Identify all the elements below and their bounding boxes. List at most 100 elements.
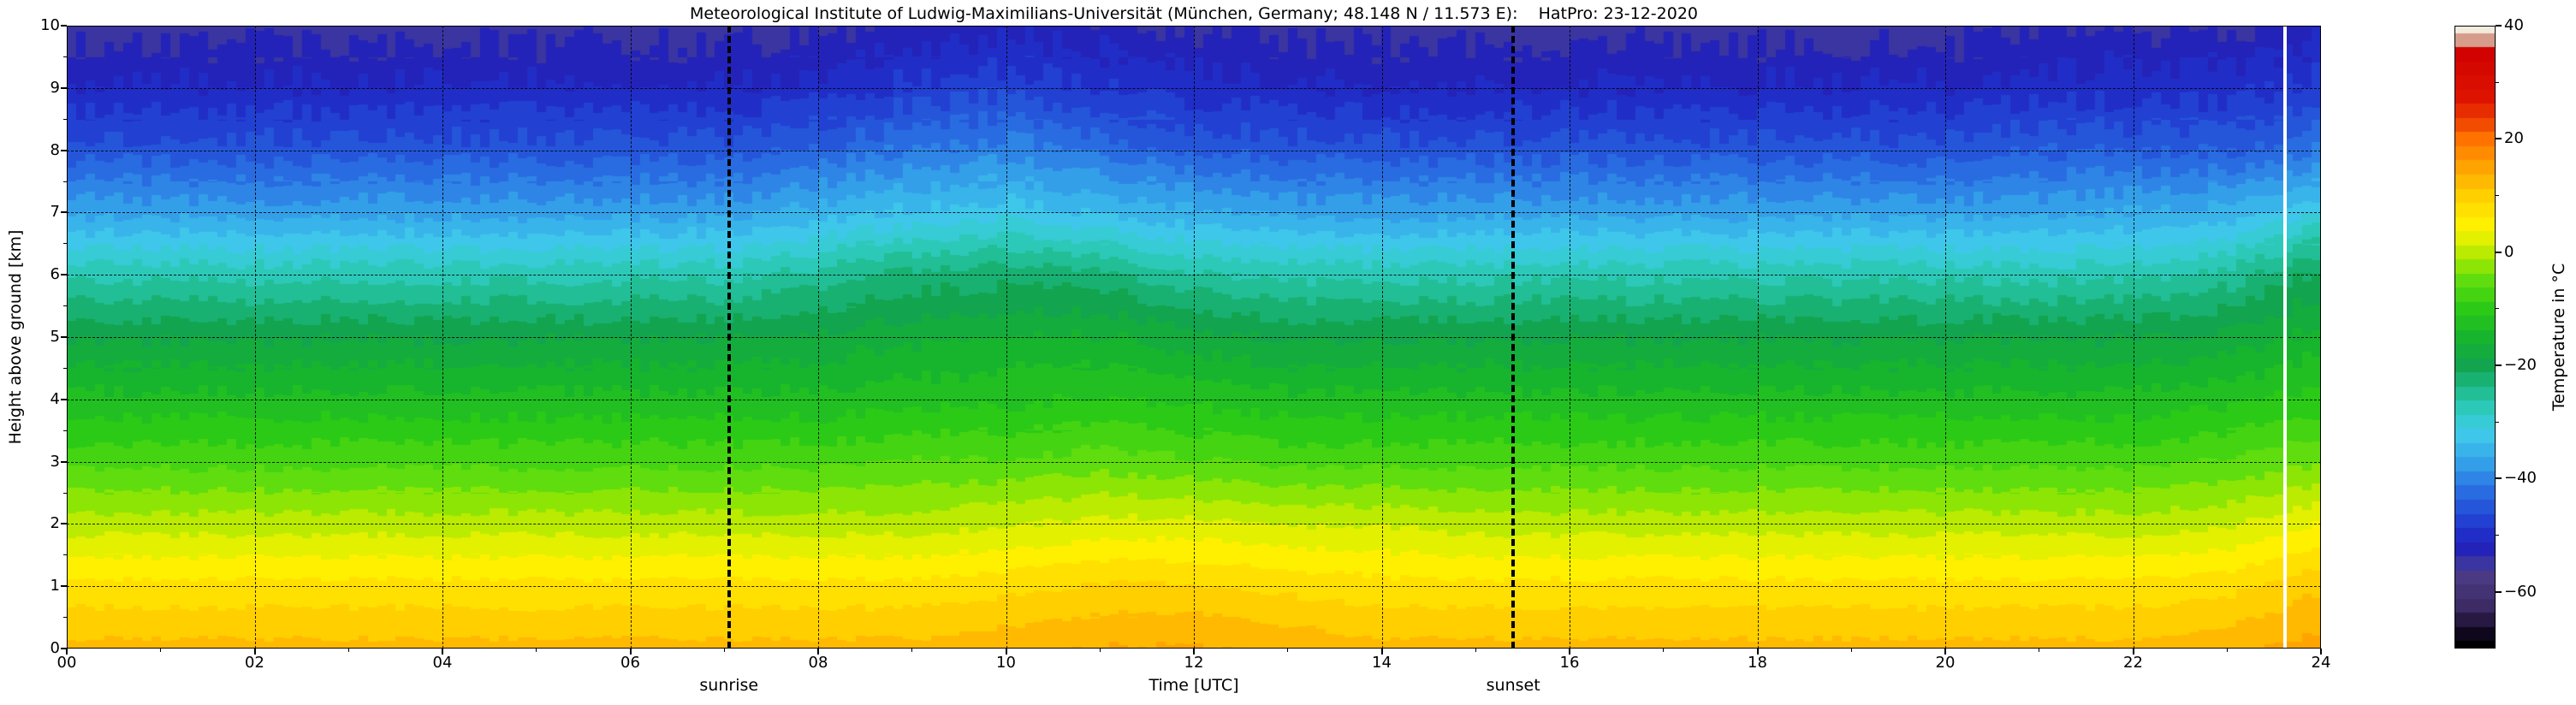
sunset-label: sunset bbox=[1486, 676, 1540, 695]
gridline-vertical bbox=[1757, 26, 1759, 649]
colorbar-tick-label: −20 bbox=[2504, 356, 2537, 375]
colorbar-canvas bbox=[2454, 26, 2496, 649]
axis-tick bbox=[1850, 649, 1852, 652]
axis-tick bbox=[63, 305, 67, 307]
colorbar bbox=[2454, 26, 2496, 649]
gridline-vertical bbox=[1194, 26, 1195, 649]
axis-tick bbox=[63, 367, 67, 369]
sunrise-line bbox=[727, 26, 731, 649]
x-tick-label: 18 bbox=[1748, 654, 1767, 672]
axis-tick bbox=[1569, 649, 1570, 655]
axis-tick bbox=[61, 523, 67, 525]
axis-tick bbox=[63, 181, 67, 182]
x-tick-label: 08 bbox=[808, 654, 828, 672]
x-axis-label: Time [UTC] bbox=[1149, 676, 1239, 695]
axis-tick bbox=[63, 492, 67, 494]
axis-tick bbox=[911, 649, 913, 652]
axis-tick bbox=[63, 56, 67, 57]
y-tick-label: 8 bbox=[50, 140, 60, 159]
axis-tick bbox=[61, 336, 67, 338]
axis-tick bbox=[1287, 649, 1289, 652]
x-tick-label: 04 bbox=[432, 654, 453, 672]
x-tick-label: 12 bbox=[1184, 654, 1204, 672]
x-tick-label: 24 bbox=[2311, 654, 2331, 672]
sunrise-label: sunrise bbox=[699, 676, 759, 695]
y-tick-label: 7 bbox=[50, 203, 60, 222]
chart-title: Meteorological Institute of Ludwig-Maxim… bbox=[689, 4, 1699, 23]
axis-tick bbox=[1380, 649, 1383, 655]
y-tick-label: 9 bbox=[50, 78, 60, 97]
axis-tick bbox=[160, 649, 162, 652]
axis-tick bbox=[63, 617, 67, 619]
colorbar-tick-label: −40 bbox=[2504, 469, 2537, 488]
axis-tick bbox=[2226, 649, 2228, 652]
y-tick-label: 0 bbox=[50, 639, 60, 657]
axis-tick bbox=[629, 649, 632, 655]
y-tick-label: 1 bbox=[50, 577, 60, 595]
colorbar-label: Temperature in °C bbox=[2549, 263, 2568, 412]
colorbar-tick-label: 40 bbox=[2504, 16, 2524, 34]
sunset-line bbox=[1511, 26, 1516, 649]
axis-tick bbox=[1193, 649, 1195, 655]
axis-tick bbox=[347, 649, 349, 652]
axis-tick bbox=[63, 118, 67, 120]
axis-tick bbox=[61, 25, 67, 27]
axis-tick bbox=[1756, 649, 1759, 655]
x-tick-label: 20 bbox=[1935, 654, 1956, 672]
y-tick-label: 6 bbox=[50, 265, 60, 284]
x-tick-label: 02 bbox=[245, 654, 264, 672]
axis-tick bbox=[66, 649, 68, 655]
axis-tick bbox=[1099, 649, 1101, 652]
x-tick-label: 10 bbox=[996, 654, 1016, 672]
axis-tick bbox=[1663, 649, 1665, 652]
axis-tick bbox=[442, 649, 443, 655]
y-tick-label: 3 bbox=[50, 452, 60, 471]
plot-border bbox=[67, 26, 2321, 649]
colorbar-minor-tick bbox=[2496, 535, 2499, 536]
plot-area bbox=[67, 26, 2321, 649]
colorbar-minor-tick bbox=[2496, 421, 2499, 423]
axis-tick bbox=[1475, 649, 1476, 652]
axis-tick bbox=[61, 398, 67, 400]
x-tick-label: 14 bbox=[1372, 654, 1392, 672]
axis-tick bbox=[61, 274, 67, 276]
gridline-vertical bbox=[818, 26, 819, 649]
axis-tick bbox=[61, 149, 67, 151]
colorbar-tick bbox=[2496, 590, 2502, 593]
axis-tick bbox=[723, 649, 725, 652]
axis-tick bbox=[253, 649, 256, 655]
gridline-vertical bbox=[254, 26, 256, 649]
axis-tick bbox=[817, 649, 819, 655]
colorbar-tick-label: −60 bbox=[2504, 582, 2537, 601]
colorbar-minor-tick bbox=[2496, 308, 2499, 310]
colorbar-minor-tick bbox=[2496, 81, 2499, 83]
gridline-vertical bbox=[630, 26, 632, 649]
axis-tick bbox=[1944, 649, 1946, 655]
y-tick-label: 10 bbox=[40, 16, 60, 34]
axis-tick bbox=[61, 585, 67, 588]
x-tick-label: 22 bbox=[2123, 654, 2143, 672]
gridline-vertical bbox=[1381, 26, 1383, 649]
axis-tick bbox=[1005, 649, 1007, 655]
gridline-vertical bbox=[442, 26, 443, 649]
colorbar-tick bbox=[2496, 25, 2502, 27]
x-tick-label: 00 bbox=[56, 654, 77, 672]
colorbar-tick bbox=[2496, 251, 2502, 253]
y-tick-label: 5 bbox=[50, 328, 60, 346]
y-tick-label: 4 bbox=[50, 389, 60, 408]
gridline-vertical bbox=[1945, 26, 1946, 649]
colorbar-tick bbox=[2496, 364, 2502, 367]
axis-tick bbox=[536, 649, 537, 652]
y-axis-label: Height above ground [km] bbox=[6, 229, 25, 445]
axis-tick bbox=[63, 430, 67, 431]
y-tick-label: 2 bbox=[50, 514, 60, 533]
colorbar-tick-label: 0 bbox=[2504, 242, 2514, 261]
axis-tick bbox=[61, 86, 67, 89]
colorbar-tick bbox=[2496, 477, 2502, 480]
axis-tick bbox=[2320, 649, 2322, 655]
x-tick-label: 16 bbox=[1559, 654, 1580, 672]
colorbar-minor-tick bbox=[2496, 195, 2499, 197]
axis-tick bbox=[2132, 649, 2134, 655]
radiometer-gap-line bbox=[2283, 26, 2288, 649]
